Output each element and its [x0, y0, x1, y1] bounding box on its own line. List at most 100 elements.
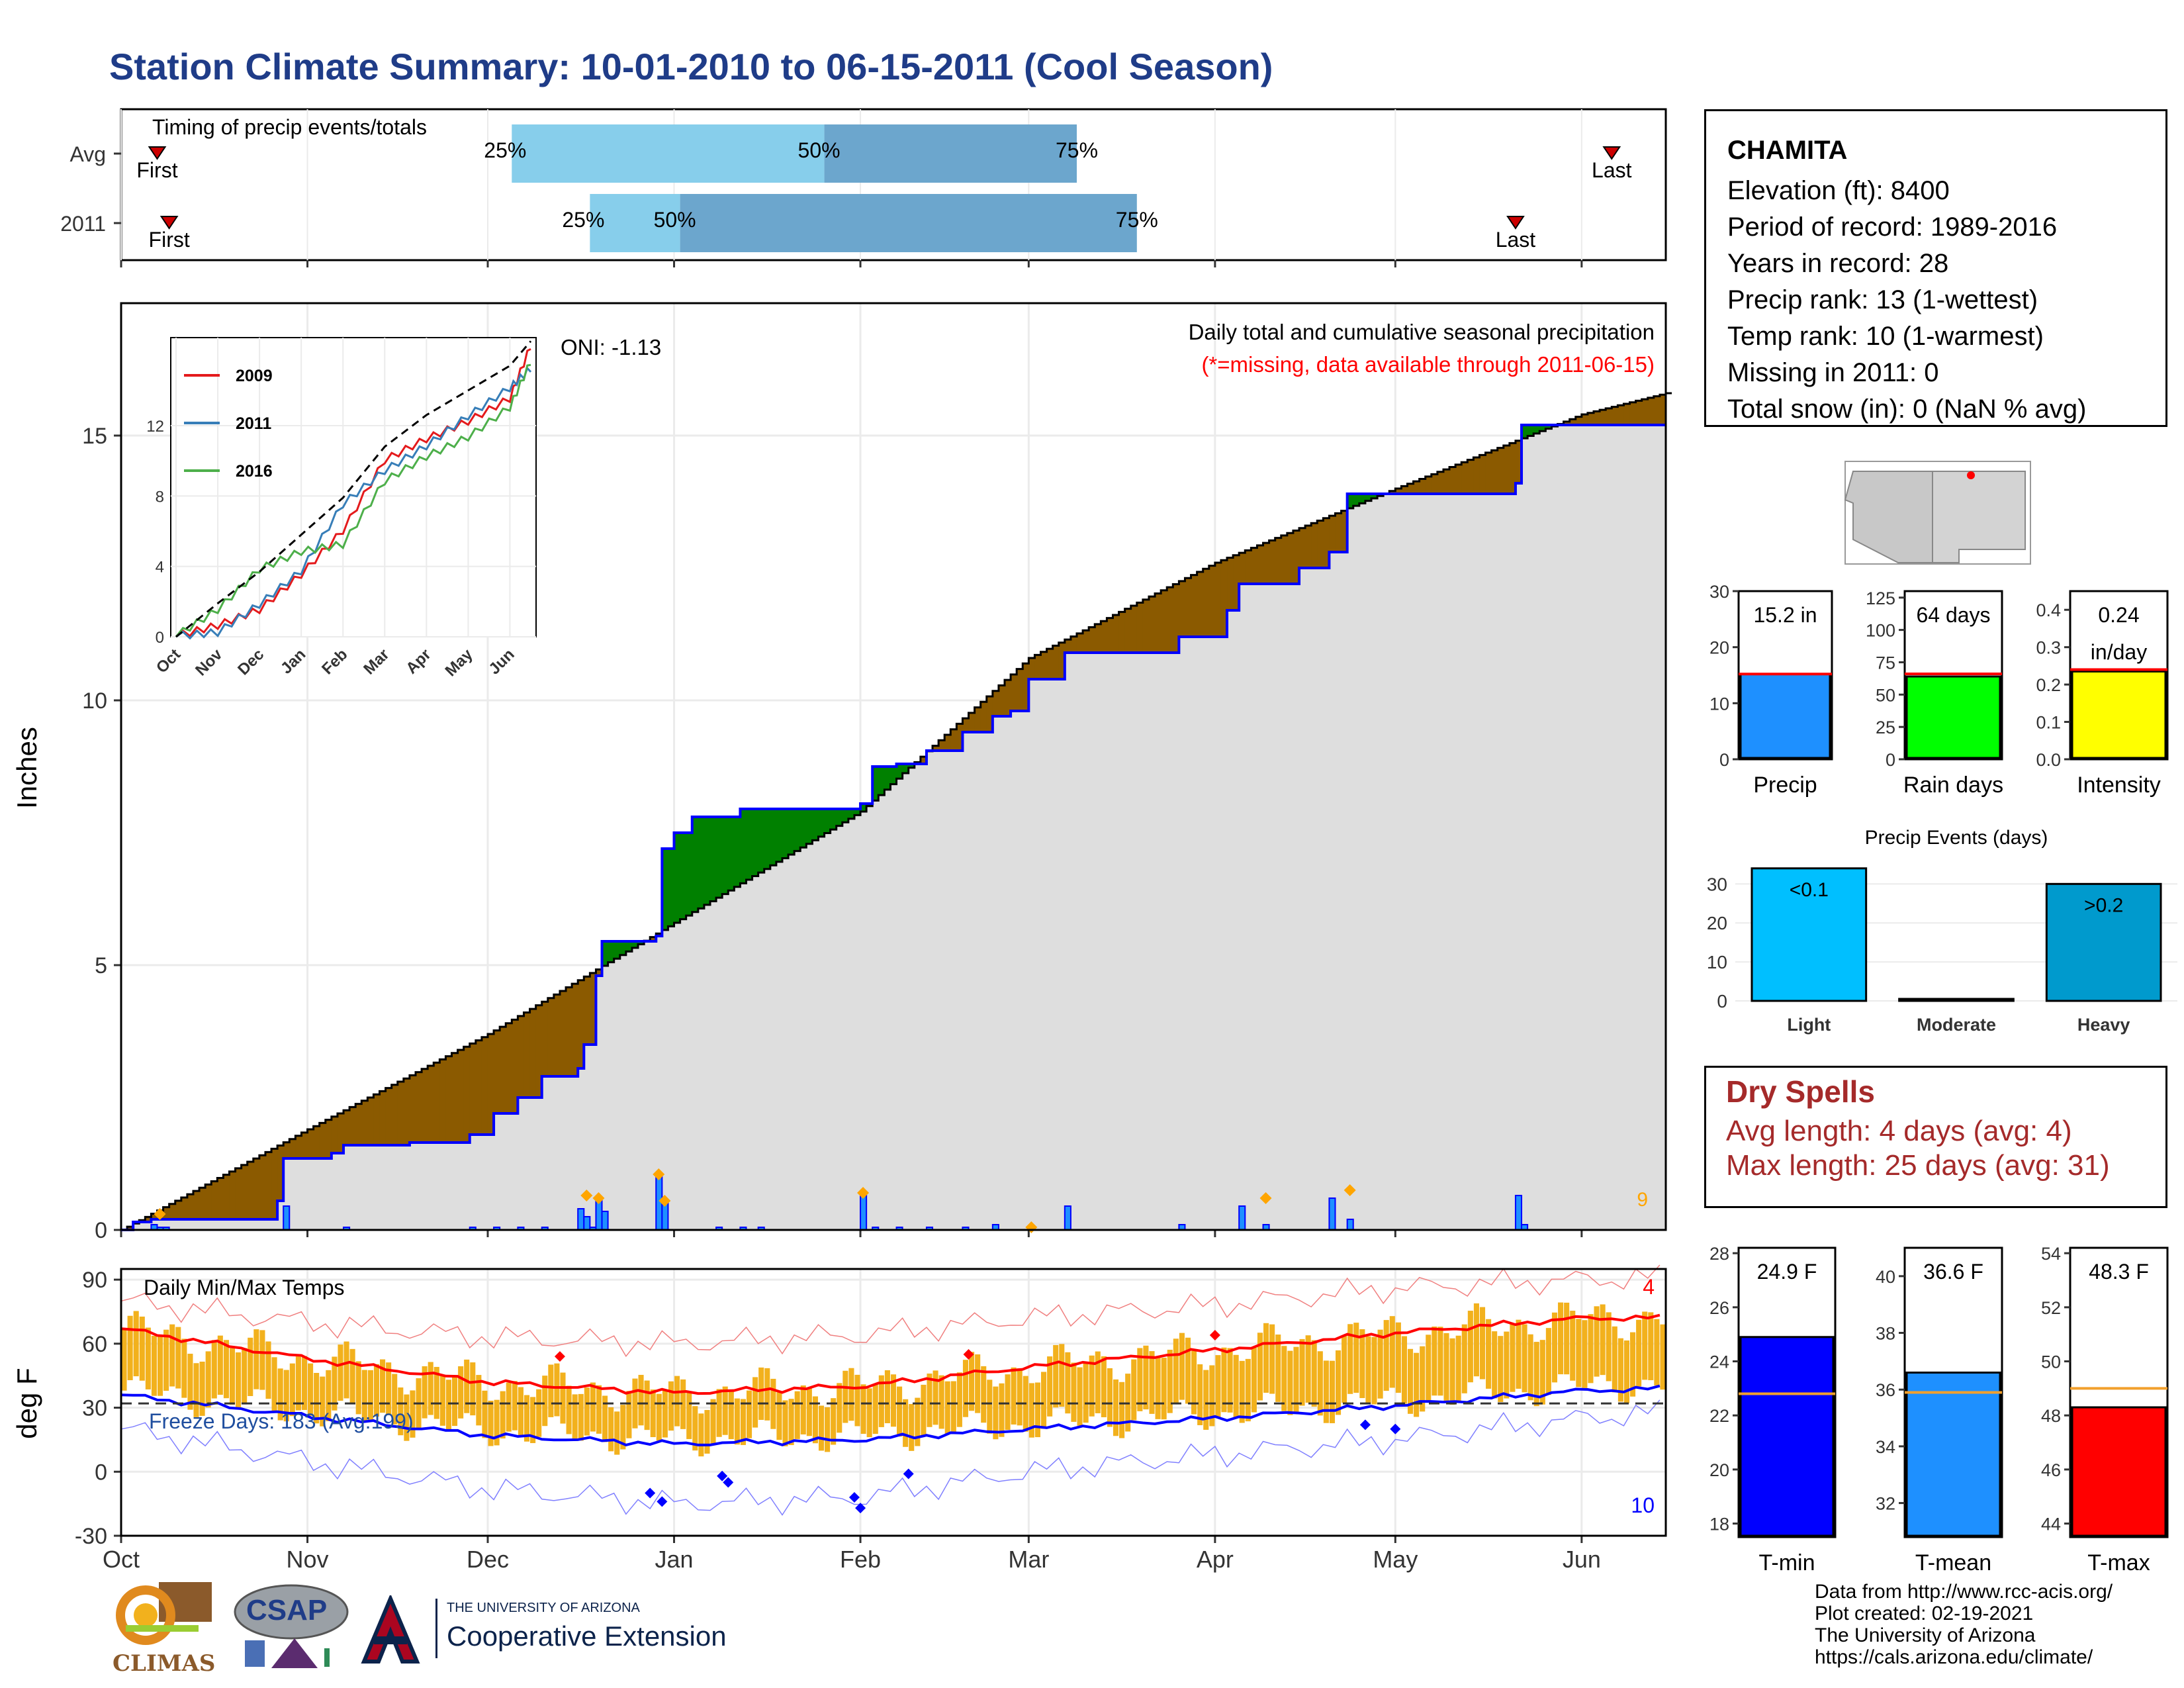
temp-daily-bar	[837, 1383, 842, 1433]
precip-base-area	[1629, 425, 1637, 1230]
rain-days-category-label: Rain days	[1903, 773, 2003, 798]
inset-series-2011	[175, 366, 532, 640]
precip-base-area	[1076, 653, 1083, 1230]
temp-record-low-marker	[657, 1496, 668, 1507]
precip-below-avg-area	[1028, 658, 1036, 679]
temp-daily-bar	[1245, 1358, 1251, 1422]
precip-base-area	[487, 1135, 494, 1230]
temp-daily-bar	[512, 1381, 518, 1430]
precip-below-avg-area	[584, 976, 590, 1045]
temp-daily-bar	[1449, 1338, 1455, 1405]
precip-base-area	[1461, 494, 1468, 1230]
precip-base-area	[187, 1219, 194, 1230]
temp-daily-bar	[656, 1393, 662, 1441]
temp-xtick-label: Nov	[287, 1546, 329, 1573]
precip-below-avg-area	[1052, 645, 1060, 679]
temp-daily-bar	[1137, 1348, 1143, 1411]
precip-base-area	[1017, 711, 1023, 1230]
precip-below-avg-area	[553, 994, 561, 1076]
precip-base-area	[1353, 506, 1360, 1231]
precip-below-avg-area	[1124, 608, 1132, 653]
precip-above-avg-area	[770, 809, 777, 866]
precip-base-area	[1413, 494, 1420, 1230]
temp-daily-bar	[157, 1336, 163, 1396]
temp-daily-bar	[211, 1340, 217, 1399]
precip-base-area	[409, 1143, 416, 1230]
temp-daily-bar	[1323, 1360, 1329, 1423]
temp-daily-bar	[710, 1399, 716, 1445]
timing-first-label: First	[136, 158, 177, 182]
temp-daily-bar	[854, 1374, 860, 1427]
precip-base-area	[1635, 425, 1643, 1230]
precip-below-avg-area	[1191, 575, 1198, 637]
precip-base-area	[416, 1143, 422, 1230]
precip-below-avg-area	[1233, 555, 1240, 610]
precip-below-avg-area	[559, 990, 567, 1076]
precip-below-avg-area	[229, 1171, 236, 1219]
temp-daily-bar	[1028, 1383, 1034, 1438]
temp-daily-bar	[488, 1400, 494, 1446]
temp-daily-bar	[572, 1394, 578, 1441]
precip-below-avg-area	[289, 1139, 296, 1158]
temp-daily-bar	[380, 1359, 386, 1413]
precip-base-area	[920, 764, 927, 1230]
temp-daily-bar	[1510, 1323, 1516, 1392]
temp-daily-bar	[915, 1397, 921, 1446]
temp-daily-bar	[831, 1398, 837, 1445]
csap-logo: CSAP	[232, 1582, 351, 1681]
precip-below-avg-area	[1395, 489, 1402, 494]
temp-daily-bar	[1527, 1334, 1533, 1401]
temp-record-low-marker	[723, 1477, 734, 1488]
precip-below-avg-area	[1281, 535, 1288, 584]
precip-above-avg-area	[728, 817, 735, 891]
temp-daily-bar	[728, 1391, 734, 1440]
temp-daily-bar	[145, 1327, 151, 1389]
precip-base-area	[986, 732, 993, 1230]
precip-below-avg-area	[1594, 411, 1600, 425]
precip-below-avg-area	[403, 1078, 410, 1145]
precip-below-avg-area	[1017, 669, 1023, 711]
events-bar-light	[1751, 867, 1868, 1002]
temp-daily-bar	[428, 1362, 433, 1415]
precip-base-area	[1323, 568, 1330, 1230]
precip-below-avg-area	[1437, 471, 1444, 494]
temp-daily-bar	[361, 1370, 367, 1421]
precip-below-avg-area	[145, 1217, 152, 1222]
temp-daily-bar	[410, 1390, 416, 1438]
precip-base-area	[890, 784, 897, 1230]
temp-daily-bar	[320, 1376, 326, 1427]
temp-daily-bar	[1600, 1304, 1606, 1376]
precip-above-avg-area	[1365, 494, 1372, 501]
temp-daily-bar	[187, 1354, 193, 1410]
temp-daily-bar	[903, 1399, 909, 1447]
precip-below-avg-area	[1107, 618, 1114, 653]
tmin-ytick-label: 26	[1709, 1298, 1729, 1318]
precip-below-avg-area	[1647, 397, 1655, 425]
precip-base-area	[1028, 679, 1036, 1230]
temp-daily-bar	[1161, 1358, 1167, 1420]
temp-daily-bar	[1437, 1327, 1443, 1396]
precip-below-avg-area	[181, 1197, 188, 1219]
events-ytick-label: 10	[1707, 952, 1727, 972]
temp-daily-bar	[439, 1375, 445, 1426]
precip-record-marker	[580, 1190, 593, 1201]
temp-daily-bar	[716, 1389, 722, 1437]
precip-base-area	[391, 1145, 398, 1230]
events-category-label: Moderate	[1917, 1015, 1996, 1035]
precip-below-avg-area	[1659, 395, 1666, 425]
precip-below-avg-area	[518, 1015, 525, 1098]
temp-daily-bar	[897, 1386, 903, 1437]
events-ytick-label: 0	[1717, 991, 1727, 1011]
temp-daily-bar	[1395, 1322, 1401, 1393]
precip-base-area	[331, 1153, 338, 1230]
precip-base-area	[698, 908, 705, 1230]
precip-base-area	[1612, 425, 1618, 1230]
precip-base-area	[1365, 500, 1372, 1230]
temp-xtick-label: Dec	[467, 1546, 509, 1573]
temp-daily-bar	[1461, 1324, 1467, 1393]
precip-above-avg-area	[1522, 425, 1528, 439]
temp-daily-bar	[818, 1405, 825, 1451]
temp-daily-bar	[1179, 1333, 1185, 1400]
precip-subtitle: (*=missing, data available through 2011-…	[1201, 352, 1655, 377]
temp-daily-bar	[1113, 1379, 1119, 1436]
